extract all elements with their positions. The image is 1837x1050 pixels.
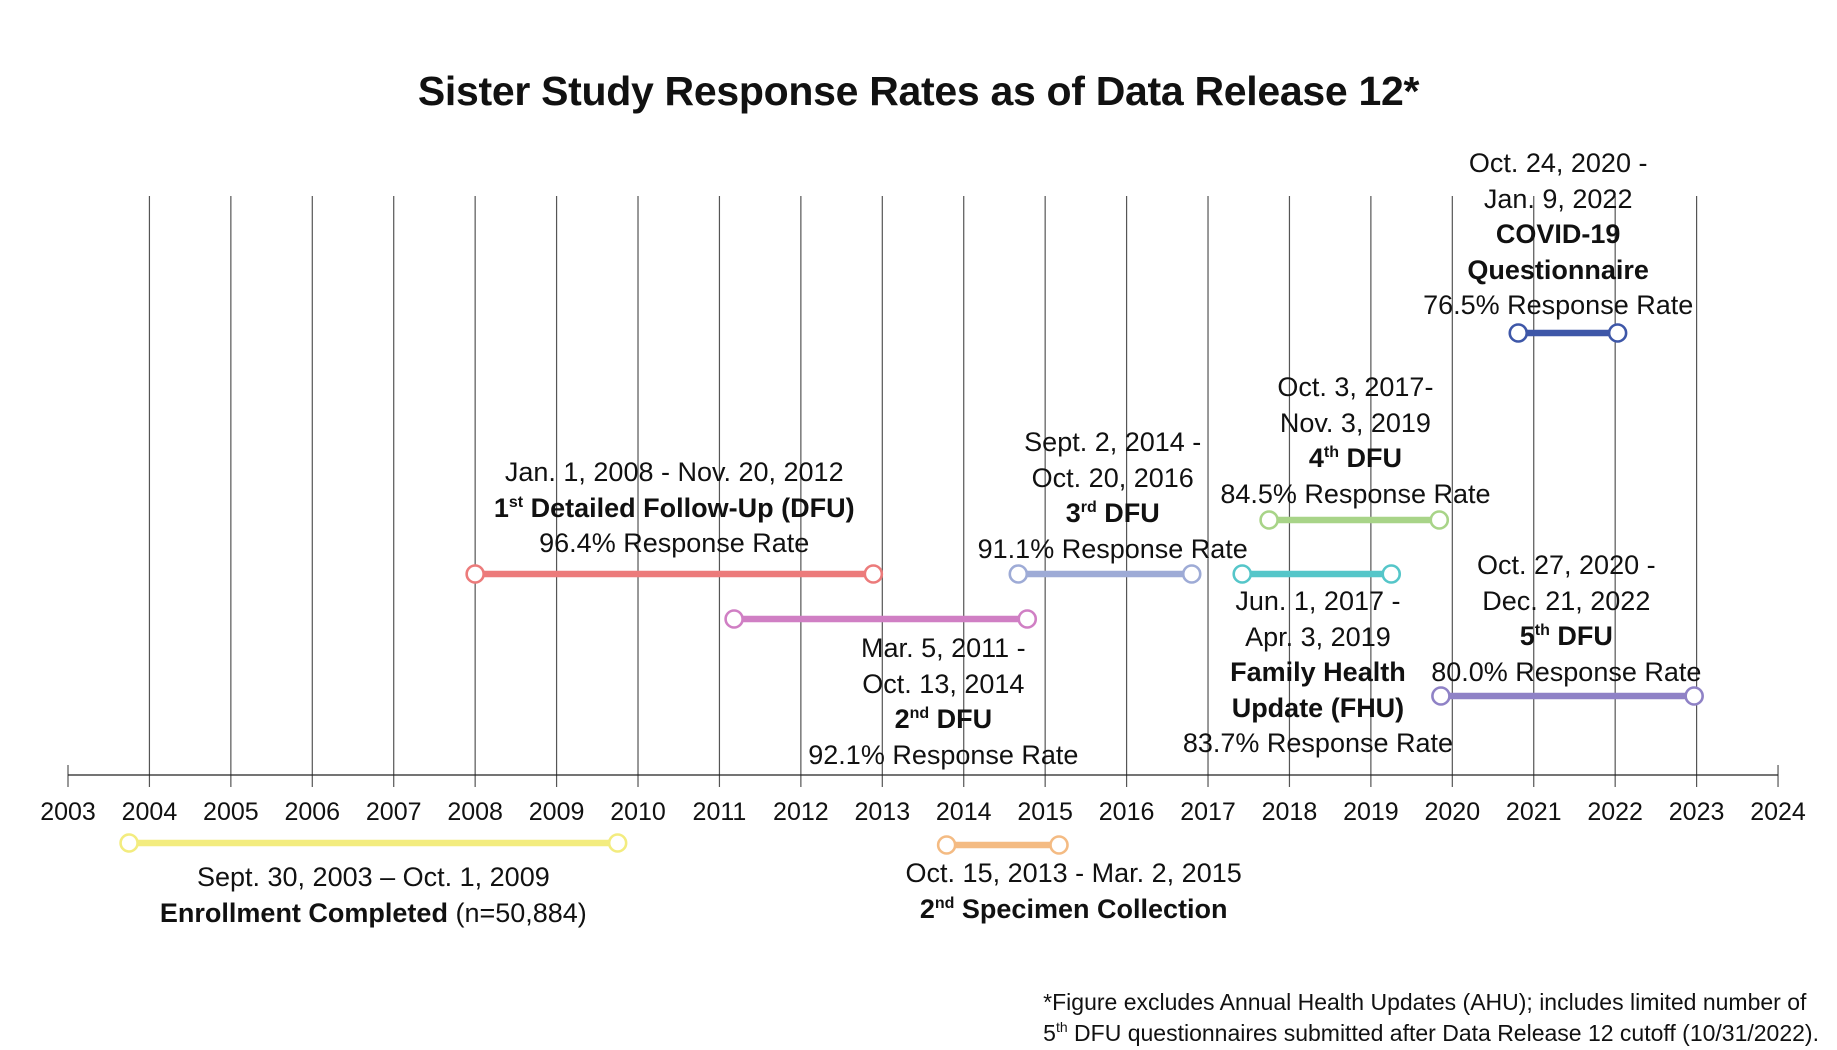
event-label-fhu: Jun. 1, 2017 - Apr. 3, 2019 Family Health U… (1183, 584, 1453, 762)
tick-label-2012: 2012 (773, 798, 829, 826)
event-end-marker (1429, 510, 1450, 530)
event-end-marker (1049, 835, 1069, 855)
event-bar-dfu1 (465, 564, 884, 584)
event-bars (119, 323, 1704, 855)
event-label-dfu1: Jan. 1, 2008 - Nov. 20, 2012 1st Detailed… (494, 455, 855, 562)
tick-label-2019: 2019 (1343, 798, 1399, 826)
tick-label-2007: 2007 (366, 798, 422, 826)
event-start-marker (1008, 564, 1029, 584)
event-start-marker (119, 833, 139, 853)
event-label-line: 76.5% Response Rate (1423, 290, 1694, 320)
tick-label-2014: 2014 (936, 798, 992, 826)
year-gridlines (67, 196, 1779, 787)
tick-label-2011: 2011 (693, 798, 747, 826)
tick-label-2018: 2018 (1262, 798, 1318, 826)
tick-label-2024: 2024 (1750, 798, 1806, 826)
event-end-marker (1181, 564, 1202, 584)
event-bar-dfu4 (1259, 510, 1450, 530)
event-label-line: 2nd Specimen Collection (919, 893, 1228, 924)
event-label-line: Jun. 1, 2017 - (1235, 586, 1401, 616)
event-label-line: Mar. 5, 2011 - (861, 633, 1026, 663)
tick-label-2010: 2010 (610, 798, 666, 826)
event-label-line: Sept. 2, 2014 - (1024, 427, 1202, 457)
event-label-line: 4th DFU (1308, 443, 1402, 473)
tick-label-2009: 2009 (529, 798, 585, 826)
event-bar-enrollment (119, 833, 628, 853)
event-end-marker (1017, 609, 1038, 629)
event-start-marker (1232, 564, 1253, 584)
tick-label-2022: 2022 (1587, 798, 1643, 826)
event-bar-specimen2 (936, 835, 1069, 855)
event-label-line: 3rd DFU (1065, 498, 1160, 528)
tick-label-2021: 2021 (1506, 798, 1562, 826)
tick-label-2013: 2013 (854, 798, 910, 826)
event-label-line: Oct. 20, 2016 (1031, 462, 1194, 493)
tick-label-2005: 2005 (203, 798, 259, 826)
tick-label-2004: 2004 (122, 798, 178, 826)
event-label-line: Oct. 13, 2014 (862, 668, 1025, 699)
footnote-line-1: *Figure excludes Annual Health Updates (… (1043, 989, 1807, 1015)
event-label-line: Family Health (1230, 657, 1406, 687)
event-label-line: Update (FHU) (1231, 692, 1405, 723)
event-label-line: Oct. 15, 2013 - Mar. 2, 2015 (905, 858, 1242, 888)
tick-label-2003: 2003 (40, 798, 96, 826)
event-label-dfu5: Oct. 27, 2020 - Dec. 21, 2022 5th DFU 80.0%… (1431, 548, 1701, 690)
event-start-marker (936, 835, 957, 855)
event-label-line: 2nd DFU (894, 704, 993, 734)
event-start-marker (1259, 510, 1279, 530)
tick-label-2016: 2016 (1099, 798, 1155, 826)
event-label-line: Oct. 24, 2020 - (1468, 148, 1648, 178)
event-label-line: COVID-19 (1495, 219, 1621, 249)
event-label-specimen2: Oct. 15, 2013 - Mar. 2, 2015 2nd Specimen… (906, 856, 1242, 927)
event-bar-fhu (1232, 564, 1402, 584)
tick-label-2006: 2006 (284, 798, 340, 826)
event-end-marker (607, 833, 628, 853)
chart-title: Sister Study Response Rates as of Data R… (417, 68, 1420, 114)
event-bar-dfu5 (1431, 686, 1704, 706)
event-label-line: 84.5% Response Rate (1220, 478, 1491, 509)
event-start-marker (1431, 686, 1451, 706)
event-label-line: 83.7% Response Rate (1182, 728, 1454, 758)
event-label-dfu4: Oct. 3, 2017- Nov. 3, 2019 4th DFU 84.5% Re… (1220, 370, 1490, 512)
event-label-dfu3: Sept. 2, 2014 - Oct. 20, 2016 3rd DFU 91.1%… (978, 425, 1248, 567)
event-start-marker (1508, 323, 1529, 343)
event-label-line: 91.1% Response Rate (977, 533, 1248, 564)
event-label-line: 92.1% Response Rate (808, 739, 1079, 770)
event-label-line: Questionnaire (1467, 254, 1649, 285)
event-label-line: Jan. 1, 2008 - Nov. 20, 2012 (504, 457, 844, 487)
event-start-marker (724, 609, 744, 629)
event-start-marker (465, 564, 485, 584)
event-end-marker (863, 564, 884, 584)
event-label-line: 5th DFU (1519, 621, 1613, 651)
event-label-line: 1st Detailed Follow-Up (DFU) (493, 492, 855, 523)
year-tick-labels: 2003 2004 2005 2006 2007 2008 2009 2010 2011 2012… (40, 798, 1806, 826)
event-label-line: Nov. 3, 2019 (1279, 407, 1431, 438)
event-bar-dfu3 (1008, 564, 1202, 584)
event-label-line: Oct. 27, 2020 - (1476, 550, 1656, 580)
event-label-line: 96.4% Response Rate (539, 528, 810, 558)
tick-label-2020: 2020 (1424, 798, 1480, 826)
event-bar-dfu2 (724, 609, 1038, 629)
event-end-marker (1684, 686, 1704, 706)
tick-label-2008: 2008 (447, 798, 503, 826)
event-label-line: Sept. 30, 2003 – Oct. 1, 2009 (196, 862, 550, 892)
event-label-dfu2: Mar. 5, 2011 - Oct. 13, 2014 2nd DFU 92.1% … (808, 631, 1078, 773)
event-label-line: Oct. 3, 2017- (1277, 372, 1434, 402)
event-label-line: Apr. 3, 2019 (1245, 621, 1391, 652)
event-end-marker (1381, 564, 1402, 584)
event-end-marker (1607, 323, 1628, 343)
event-bar-covid (1508, 323, 1628, 343)
event-label-line: Jan. 9, 2022 (1483, 183, 1633, 214)
footnote: *Figure excludes Annual Health Updates (… (1043, 987, 1819, 1049)
tick-label-2023: 2023 (1669, 798, 1725, 826)
event-label-enrollment: Sept. 30, 2003 – Oct. 1, 2009 Enrollment … (160, 860, 587, 931)
footnote-line-2: 5th DFU questionnaires submitted after D… (1043, 1019, 1819, 1046)
tick-label-2017: 2017 (1180, 798, 1236, 826)
tick-label-2015: 2015 (1017, 798, 1073, 826)
event-label-line: Enrollment Completed (n=50,884) (159, 897, 587, 928)
event-label-line: Dec. 21, 2022 (1482, 585, 1651, 616)
event-label-covid: Oct. 24, 2020 - Jan. 9, 2022 COVID-19 Quest… (1423, 146, 1693, 324)
event-label-line: 80.0% Response Rate (1431, 656, 1702, 687)
